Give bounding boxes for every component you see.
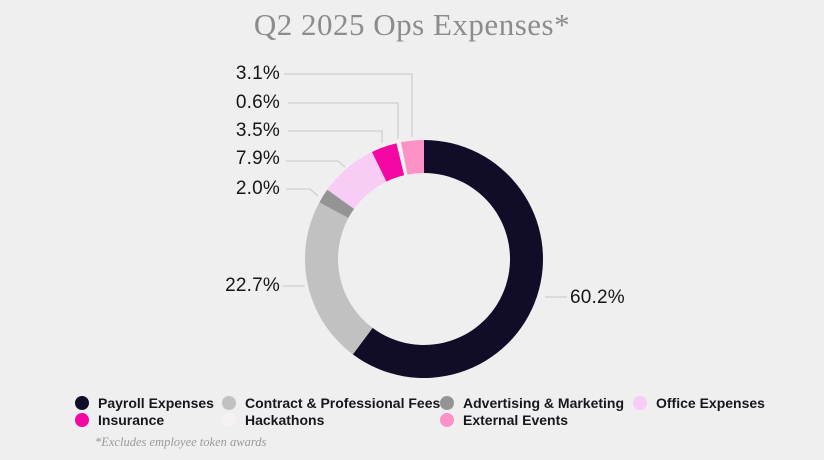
legend-item-insurance: Insurance xyxy=(75,412,164,428)
pct-label-advertising-marketing: 2.0% xyxy=(235,178,280,199)
donut-segment-external-events xyxy=(400,140,424,175)
leader-line-office-expenses xyxy=(286,160,346,168)
legend-item-payroll-expenses: Payroll Expenses xyxy=(75,395,214,411)
legend-dot-insurance xyxy=(75,413,89,427)
leader-line-external-events xyxy=(284,73,413,137)
legend-dot-contract-professional-fees xyxy=(222,396,236,410)
donut-segment-office-expenses xyxy=(327,151,387,209)
legend-label-hackathons: Hackathons xyxy=(245,412,325,428)
legend-dot-office-expenses xyxy=(633,396,647,410)
pct-label-payroll-expenses: 60.2% xyxy=(570,287,625,308)
donut-segment-payroll-expenses xyxy=(352,140,543,378)
legend-dot-payroll-expenses xyxy=(75,396,89,410)
chart-title: Q2 2025 Ops Expenses* xyxy=(253,7,571,42)
legend-item-office-expenses: Office Expenses xyxy=(633,395,765,411)
donut-segment-contract-professional-fees xyxy=(304,202,373,355)
pct-label-hackathons: 0.6% xyxy=(235,92,280,113)
legend-item-contract-professional-fees: Contract & Professional Fees xyxy=(222,395,440,411)
legend-label-payroll-expenses: Payroll Expenses xyxy=(98,395,214,411)
leader-line-hackathons xyxy=(288,102,399,139)
pct-label-insurance: 3.5% xyxy=(235,120,280,141)
legend-label-advertising-marketing: Advertising & Marketing xyxy=(463,395,625,411)
donut-segment-insurance xyxy=(371,143,405,182)
leader-line-insurance xyxy=(288,130,383,143)
legend-item-advertising-marketing: Advertising & Marketing xyxy=(440,395,624,411)
legend-label-contract-professional-fees: Contract & Professional Fees xyxy=(245,395,441,411)
leader-line-advertising-marketing xyxy=(286,188,319,197)
pct-label-external-events: 3.1% xyxy=(235,63,280,84)
legend-dot-hackathons xyxy=(222,413,236,427)
legend-label-office-expenses: Office Expenses xyxy=(656,395,765,411)
donut-segment-hackathons xyxy=(396,142,408,176)
legend-dot-advertising-marketing xyxy=(440,396,454,410)
leader-lines xyxy=(283,73,567,298)
legend-dot-external-events xyxy=(440,413,454,427)
donut-segment-advertising-marketing xyxy=(319,189,355,219)
legend-label-insurance: Insurance xyxy=(98,412,165,428)
chart-footnote: *Excludes employee token awards xyxy=(95,435,267,449)
legend-item-external-events: External Events xyxy=(440,412,568,428)
pct-label-office-expenses: 7.9% xyxy=(235,148,280,169)
pct-label-contract-professional-fees: 22.7% xyxy=(225,275,280,296)
legend-item-hackathons: Hackathons xyxy=(222,412,324,428)
legend-label-external-events: External Events xyxy=(463,412,569,428)
donut-segments xyxy=(304,140,543,378)
